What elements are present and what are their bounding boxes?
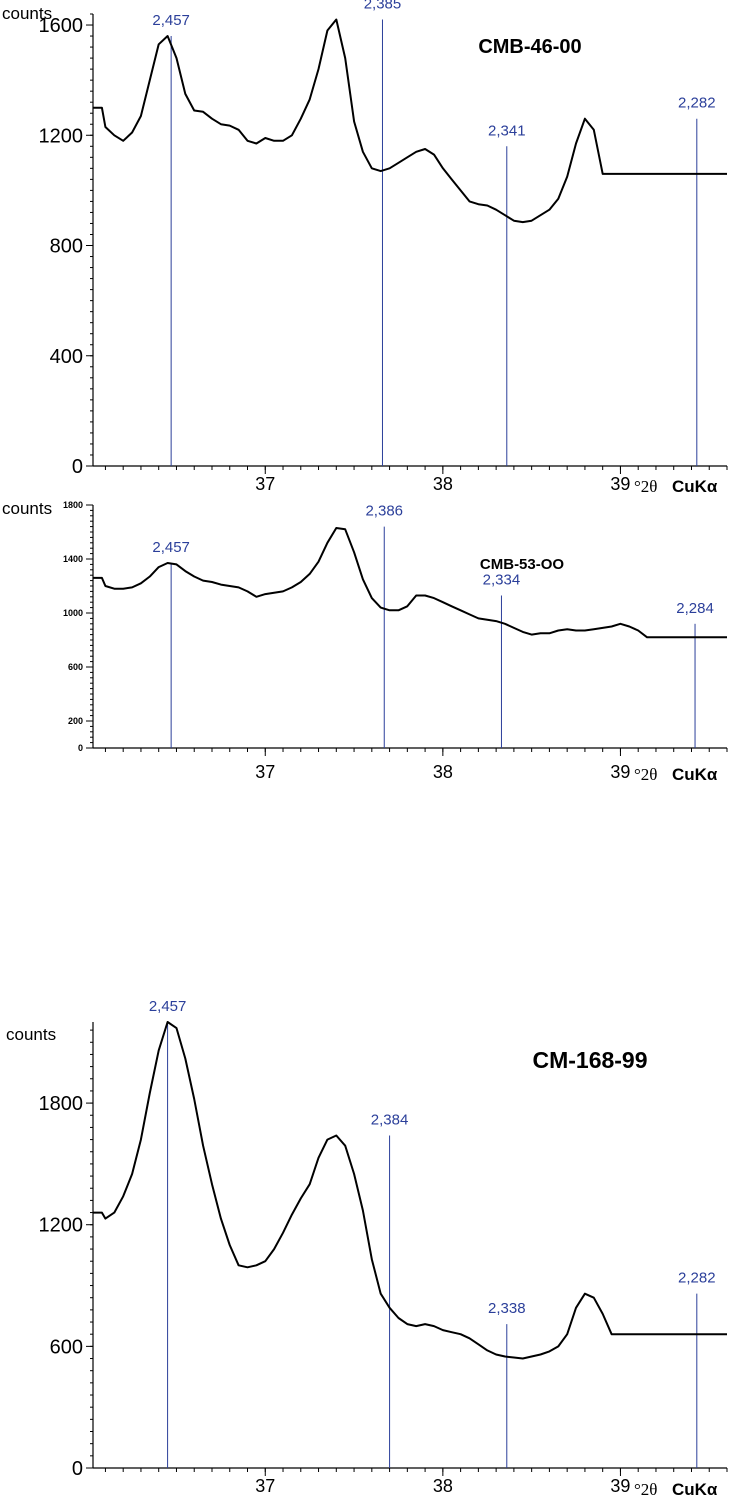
y-tick-label: 0 [78,743,83,753]
diffraction-curve [93,527,727,639]
x-tick-label: 38 [433,1476,453,1496]
y-tick-label: 800 [50,236,83,258]
peak-d-spacing-label: 2,341 [488,122,526,139]
peak-d-spacing-label: 2,282 [678,95,716,112]
y-tick-label: 1200 [39,1215,84,1237]
diffraction-curve [93,1021,727,1360]
x-axis-unit-label-bold: CuKα [672,1480,718,1499]
y-tick-label: 0 [72,456,83,478]
x-axis-unit-label-bold: CuKα [672,765,718,784]
chart-title: CM-168-99 [532,1047,647,1073]
peak-d-spacing-label: 2,385 [364,0,402,13]
y-axis-label: counts [2,499,52,518]
x-tick-label: 39 [610,1476,630,1496]
peak-d-spacing-label: 2,457 [152,12,190,29]
peak-d-spacing-label: 2,282 [678,1270,716,1287]
peak-d-spacing-label: 2,457 [149,998,187,1015]
x-tick-label: 37 [255,762,275,782]
x-axis-unit-label: °2θ [634,1480,657,1499]
y-tick-label: 400 [50,346,83,368]
xrd-chart-3: 0 600 1200 1800 37 38 39 counts °2θ CuKα CM-168-99… [6,998,728,1499]
x-tick-label: 39 [610,762,630,782]
y-tick-label: 1000 [63,608,83,618]
y-tick-label: 200 [68,716,83,726]
x-tick-label: 37 [255,1476,275,1496]
x-axis-unit-label: °2θ [634,765,657,784]
y-tick-label: 600 [50,1336,83,1358]
peak-d-spacing-label: 2,384 [371,1112,409,1129]
y-tick-label: 1600 [39,15,84,37]
chart-title: CMB-53-OO [480,556,565,573]
y-axis-label: counts [2,4,52,23]
peak-d-spacing-label: 2,284 [676,600,714,617]
chart-title: CMB-46-00 [478,36,581,58]
x-tick-label: 38 [433,474,453,494]
diffraction-curve [93,18,727,224]
x-axis-unit-label: °2θ [634,477,657,496]
peak-d-spacing-label: 2,334 [483,571,521,588]
y-tick-label: 0 [72,1458,83,1480]
y-tick-label: 600 [68,662,83,672]
y-tick-label: 1800 [39,1093,84,1115]
y-tick-label: 1800 [63,500,83,510]
xrd-chart-2: 0 200 600 1000 1400 1800 37 38 39 counts °2θ CuKα CM… [2,499,728,784]
x-tick-label: 39 [610,474,630,494]
x-axis-unit-label-bold: CuKα [672,477,718,496]
peak-d-spacing-label: 2,338 [488,1300,526,1317]
peak-d-spacing-label: 2,457 [152,539,190,556]
x-tick-label: 37 [255,474,275,494]
peak-d-spacing-label: 2,386 [365,503,403,520]
y-axis-label: counts [6,1025,56,1044]
xrd-chart-1: 0 400 800 1200 1600 37 38 39 counts °2θ CuKα CMB-46… [2,0,728,496]
y-tick-label: 1400 [63,554,83,564]
x-tick-label: 38 [433,762,453,782]
y-tick-label: 1200 [39,125,84,147]
